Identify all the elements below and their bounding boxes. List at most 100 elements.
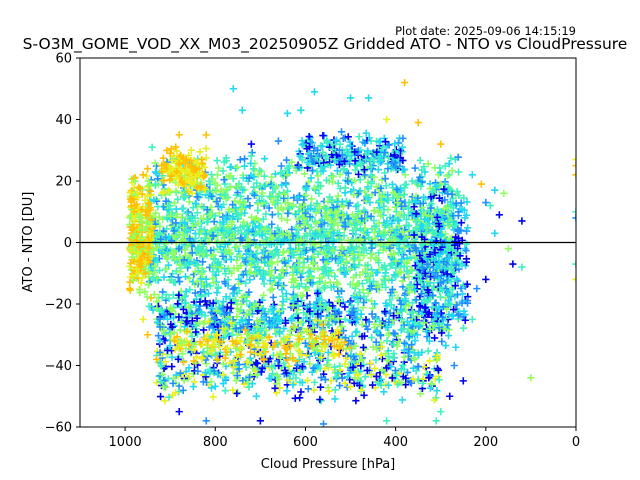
data-point: [172, 219, 180, 227]
data-point: [381, 272, 389, 280]
data-point: [365, 277, 374, 286]
data-point: [260, 155, 269, 163]
data-point: [331, 272, 339, 281]
data-point: [385, 238, 393, 246]
data-point: [235, 211, 243, 219]
data-point: [247, 159, 255, 168]
data-point: [279, 206, 287, 214]
data-point: [174, 195, 182, 203]
data-point: [246, 202, 254, 210]
data-point: [247, 152, 255, 160]
data-point: [350, 254, 358, 262]
data-point: [316, 278, 324, 286]
x-tick-label: 200: [473, 435, 498, 450]
data-point: [403, 215, 411, 224]
data-point: [235, 247, 243, 255]
data-point: [237, 234, 245, 242]
data-point: [320, 225, 328, 233]
data-point: [281, 259, 289, 267]
data-point: [405, 273, 413, 281]
data-point: [377, 212, 385, 220]
data-point: [324, 215, 332, 224]
data-point: [362, 246, 370, 254]
data-point: [237, 192, 245, 200]
data-point: [289, 271, 297, 279]
data-point: [209, 251, 217, 259]
data-point: [244, 194, 252, 203]
data-point: [162, 265, 170, 273]
data-point: [318, 216, 326, 224]
data-point: [219, 167, 227, 175]
data-point: [393, 226, 401, 234]
data-point: [260, 280, 268, 288]
data-point: [389, 194, 397, 202]
data-point: [294, 193, 302, 201]
data-point: [453, 187, 461, 196]
data-point: [351, 177, 359, 185]
data-point: [337, 265, 345, 273]
data-point: [314, 183, 322, 191]
data-point: [420, 193, 428, 201]
data-point: [267, 180, 275, 188]
data-point: [331, 209, 339, 217]
data-point: [191, 199, 200, 208]
data-point: [447, 154, 455, 162]
data-point: [218, 226, 226, 234]
data-point: [193, 209, 201, 217]
data-point: [375, 259, 383, 267]
data-point: [383, 221, 391, 229]
data-point: [250, 191, 259, 199]
data-point: [162, 197, 170, 205]
data-point: [322, 204, 330, 212]
data-point: [356, 209, 365, 217]
data-point: [382, 182, 390, 190]
data-point: [247, 213, 256, 221]
data-point: [230, 231, 238, 239]
data-point: [206, 191, 215, 199]
data-point: [277, 169, 285, 177]
data-point: [182, 226, 190, 235]
data-point: [388, 219, 396, 227]
data-point: [314, 250, 322, 258]
data-point: [348, 332, 356, 340]
data-point: [364, 185, 372, 193]
data-point: [182, 261, 190, 270]
y-tick-label: −20: [45, 298, 72, 313]
chart-title: S-O3M_GOME_VOD_XX_M03_20250905Z Gridded …: [23, 35, 628, 54]
data-point: [358, 279, 367, 288]
data-point: [376, 242, 385, 250]
data-point: [242, 279, 250, 287]
data-point: [181, 251, 189, 260]
data-point: [193, 193, 201, 201]
data-point: [280, 248, 288, 256]
data-point: [251, 166, 259, 174]
data-point: [280, 194, 288, 202]
data-point: [448, 190, 456, 198]
data-point: [151, 262, 159, 271]
data-point: [228, 269, 236, 277]
data-point: [335, 229, 344, 237]
data-point: [282, 180, 290, 188]
data-point: [279, 267, 287, 276]
data-point: [283, 171, 291, 179]
data-point: [344, 177, 352, 185]
data-point: [170, 227, 178, 235]
data-point: [254, 170, 262, 179]
data-point: [152, 169, 161, 177]
data-point: [324, 197, 332, 205]
data-point: [237, 261, 245, 270]
data-point: [411, 237, 419, 246]
data-point: [258, 189, 267, 197]
data-point: [445, 171, 453, 179]
data-point: [243, 222, 251, 230]
data-point: [300, 170, 309, 178]
data-point: [370, 222, 379, 231]
data-point: [154, 203, 162, 211]
data-point: [253, 258, 261, 266]
data-point: [374, 283, 382, 291]
data-point: [349, 226, 357, 235]
data-point: [254, 200, 262, 208]
y-tick-label: 60: [55, 52, 72, 67]
data-point: [233, 242, 241, 251]
data-point: [180, 193, 188, 202]
